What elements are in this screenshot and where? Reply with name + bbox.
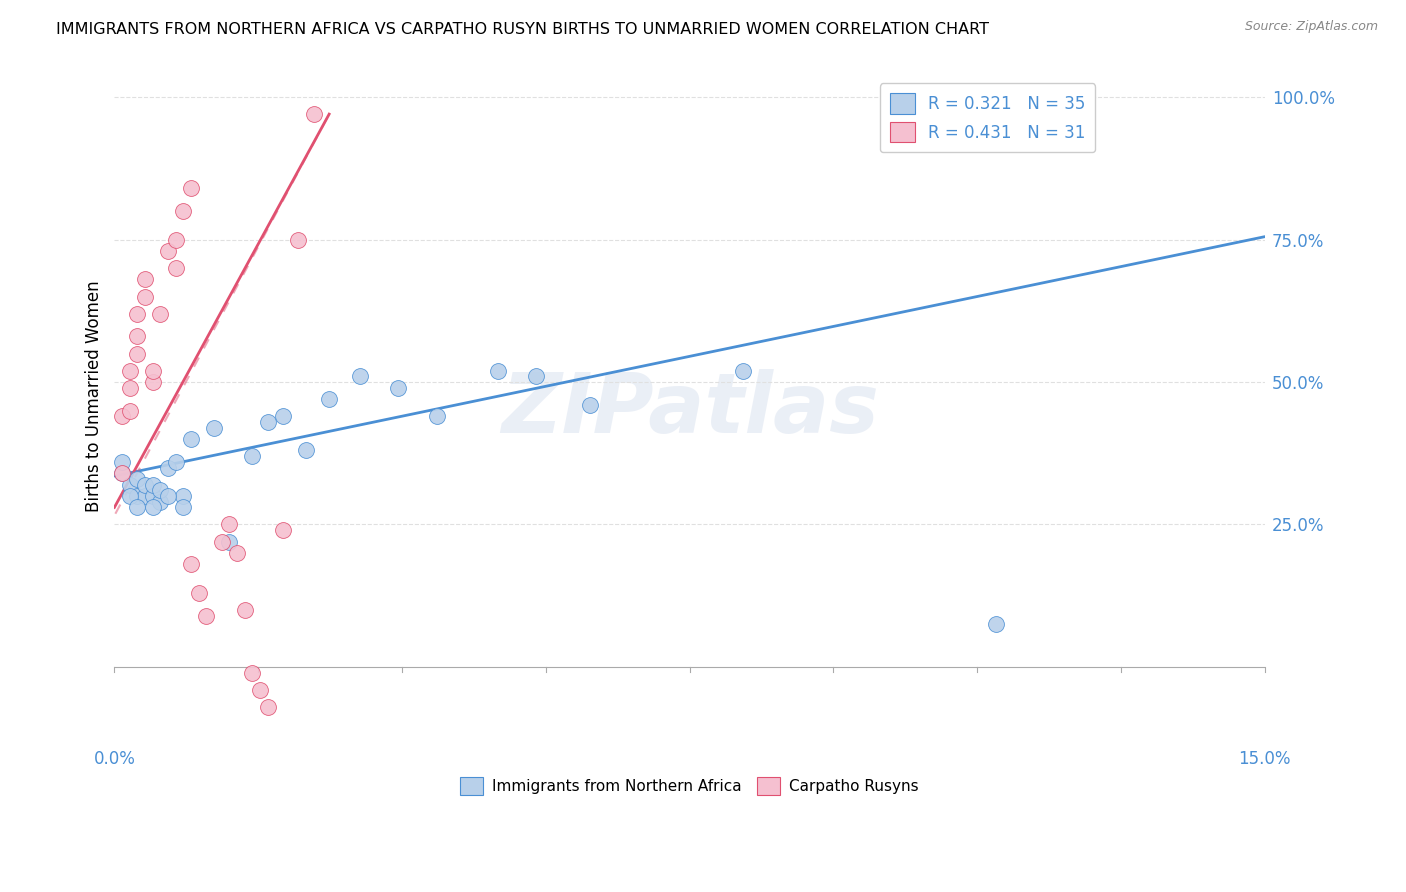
Point: [127, 500, 149, 515]
Point: [318, 392, 340, 406]
Y-axis label: Births to Unmarried Women: Births to Unmarried Women: [86, 280, 103, 512]
Point: [165, 455, 187, 469]
Point: [302, 107, 325, 121]
Point: [118, 363, 141, 377]
Point: [134, 289, 156, 303]
Point: [111, 409, 134, 424]
Point: [211, 534, 233, 549]
Point: [226, 546, 249, 560]
Point: [142, 477, 165, 491]
Legend: Immigrants from Northern Africa, Carpatho Rusyns: Immigrants from Northern Africa, Carpath…: [454, 771, 925, 802]
Point: [349, 369, 371, 384]
Point: [127, 472, 149, 486]
Point: [180, 558, 202, 572]
Point: [142, 375, 165, 389]
Point: [256, 699, 278, 714]
Point: [187, 586, 209, 600]
Point: [387, 381, 409, 395]
Point: [111, 466, 134, 480]
Point: [295, 443, 318, 458]
Point: [134, 477, 156, 491]
Text: IMMIGRANTS FROM NORTHERN AFRICA VS CARPATHO RUSYN BIRTHS TO UNMARRIED WOMEN CORR: IMMIGRANTS FROM NORTHERN AFRICA VS CARPA…: [56, 22, 990, 37]
Point: [271, 409, 294, 424]
Point: [118, 381, 141, 395]
Text: 15.0%: 15.0%: [1239, 749, 1291, 768]
Point: [233, 603, 256, 617]
Point: [986, 617, 1008, 632]
Point: [142, 500, 165, 515]
Point: [134, 272, 156, 286]
Point: [118, 477, 141, 491]
Point: [195, 608, 218, 623]
Point: [142, 363, 165, 377]
Point: [127, 346, 149, 360]
Point: [134, 489, 156, 503]
Point: [111, 466, 134, 480]
Point: [172, 500, 194, 515]
Point: [218, 534, 240, 549]
Point: [486, 363, 509, 377]
Point: [180, 432, 202, 446]
Point: [118, 403, 141, 417]
Point: [202, 420, 225, 434]
Point: [149, 494, 172, 508]
Point: [157, 244, 180, 258]
Point: [111, 455, 134, 469]
Point: [149, 483, 172, 498]
Point: [249, 682, 271, 697]
Point: [127, 489, 149, 503]
Point: [172, 489, 194, 503]
Point: [256, 415, 278, 429]
Point: [165, 260, 187, 275]
Point: [127, 307, 149, 321]
Point: [149, 307, 172, 321]
Text: ZIPatlas: ZIPatlas: [501, 369, 879, 450]
Point: [425, 409, 447, 424]
Point: [118, 489, 141, 503]
Point: [524, 369, 547, 384]
Point: [172, 204, 194, 219]
Point: [180, 181, 202, 195]
Point: [733, 363, 755, 377]
Text: Source: ZipAtlas.com: Source: ZipAtlas.com: [1244, 20, 1378, 33]
Point: [218, 517, 240, 532]
Point: [157, 489, 180, 503]
Point: [242, 449, 264, 463]
Text: 0.0%: 0.0%: [93, 749, 135, 768]
Point: [242, 665, 264, 680]
Point: [271, 523, 294, 537]
Point: [579, 398, 602, 412]
Point: [157, 460, 180, 475]
Point: [127, 329, 149, 343]
Point: [287, 233, 309, 247]
Point: [142, 489, 165, 503]
Point: [165, 233, 187, 247]
